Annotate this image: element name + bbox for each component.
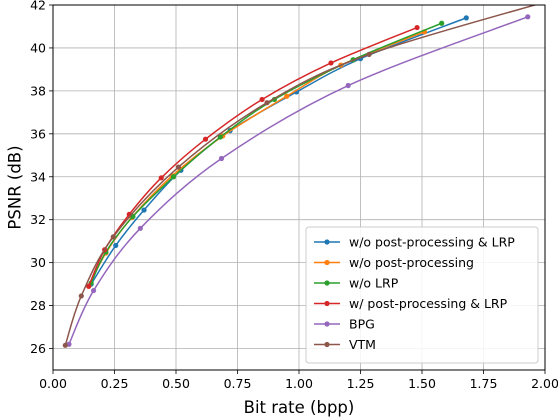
data-point: [175, 164, 182, 170]
legend-item: w/ post-processing & LRP: [314, 296, 508, 311]
legend-swatch-marker: [324, 341, 330, 348]
data-point: [264, 100, 270, 106]
legend-item: VTM: [314, 337, 376, 352]
y-tick-label: 34: [30, 169, 46, 184]
data-point: [217, 134, 223, 140]
y-tick-label: 38: [30, 83, 46, 98]
data-point: [366, 51, 372, 57]
legend-label: w/o post-processing & LRP: [349, 235, 515, 250]
x-axis-label: Bit rate (bpp): [244, 398, 355, 417]
y-tick-label: 36: [30, 126, 46, 141]
x-tick-label: 2.00: [531, 376, 558, 391]
series-5: [62, 5, 538, 348]
x-tick-label: 0.00: [39, 376, 67, 391]
legend-swatch-marker: [324, 259, 330, 266]
plot-series: [62, 5, 538, 348]
y-tick-label: 32: [30, 212, 46, 227]
x-tick-label: 0.25: [101, 376, 129, 391]
x-tick-label: 1.00: [285, 376, 313, 391]
legend-item: w/o post-processing & LRP: [314, 235, 515, 250]
legend-item: w/o LRP: [314, 276, 399, 291]
data-point: [525, 14, 531, 20]
data-point: [158, 175, 164, 181]
y-tick-label: 28: [30, 298, 46, 313]
legend-label: VTM: [349, 337, 376, 352]
series-line: [64, 5, 538, 346]
data-point: [259, 96, 265, 103]
legend-swatch-marker: [324, 300, 330, 307]
data-point: [78, 293, 84, 299]
data-point: [141, 207, 147, 213]
data-point: [113, 242, 119, 249]
data-point: [345, 82, 351, 89]
x-tick-label: 1.25: [347, 376, 375, 391]
data-point: [284, 93, 290, 99]
legend-swatch-marker: [324, 280, 330, 286]
y-tick-label: 40: [30, 40, 46, 55]
legend-label: w/ post-processing & LRP: [349, 296, 508, 311]
data-point: [218, 155, 225, 162]
legend-item: BPG: [314, 317, 375, 332]
y-tick-label: 30: [30, 255, 46, 270]
x-tick-label: 0.50: [162, 376, 190, 391]
legend-item: w/o post-processing: [314, 255, 474, 270]
data-point: [202, 136, 209, 142]
legend-label: BPG: [349, 317, 375, 332]
legend-swatch-marker: [324, 239, 330, 245]
legend-label: w/o post-processing: [349, 255, 474, 270]
y-tick-label: 42: [30, 0, 46, 13]
legend: w/o post-processing & LRP w/o post-proces…: [305, 226, 539, 364]
y-axis-label: PSNR (dB): [6, 145, 25, 229]
data-point: [414, 24, 420, 31]
x-tick-label: 0.75: [224, 376, 252, 391]
legend-label: w/o LRP: [349, 276, 399, 291]
data-point: [90, 287, 97, 294]
legend-box: [305, 226, 539, 364]
data-point: [86, 283, 92, 289]
x-tick-label: 1.75: [470, 376, 498, 391]
x-tick-label: 1.50: [408, 376, 436, 391]
data-point: [328, 60, 334, 66]
data-point: [439, 20, 445, 26]
y-tick-label: 26: [30, 341, 46, 356]
data-point: [137, 225, 143, 231]
axis-ticks: 0.00 0.25 0.50 0.75 1.00 1.25 1.50 1.75 2.00 26 28…: [30, 0, 558, 391]
data-point: [463, 15, 469, 21]
data-point: [110, 234, 116, 240]
data-point: [170, 174, 177, 180]
series-4: [66, 14, 531, 347]
data-point: [62, 342, 68, 348]
legend-swatch-marker: [324, 321, 330, 327]
